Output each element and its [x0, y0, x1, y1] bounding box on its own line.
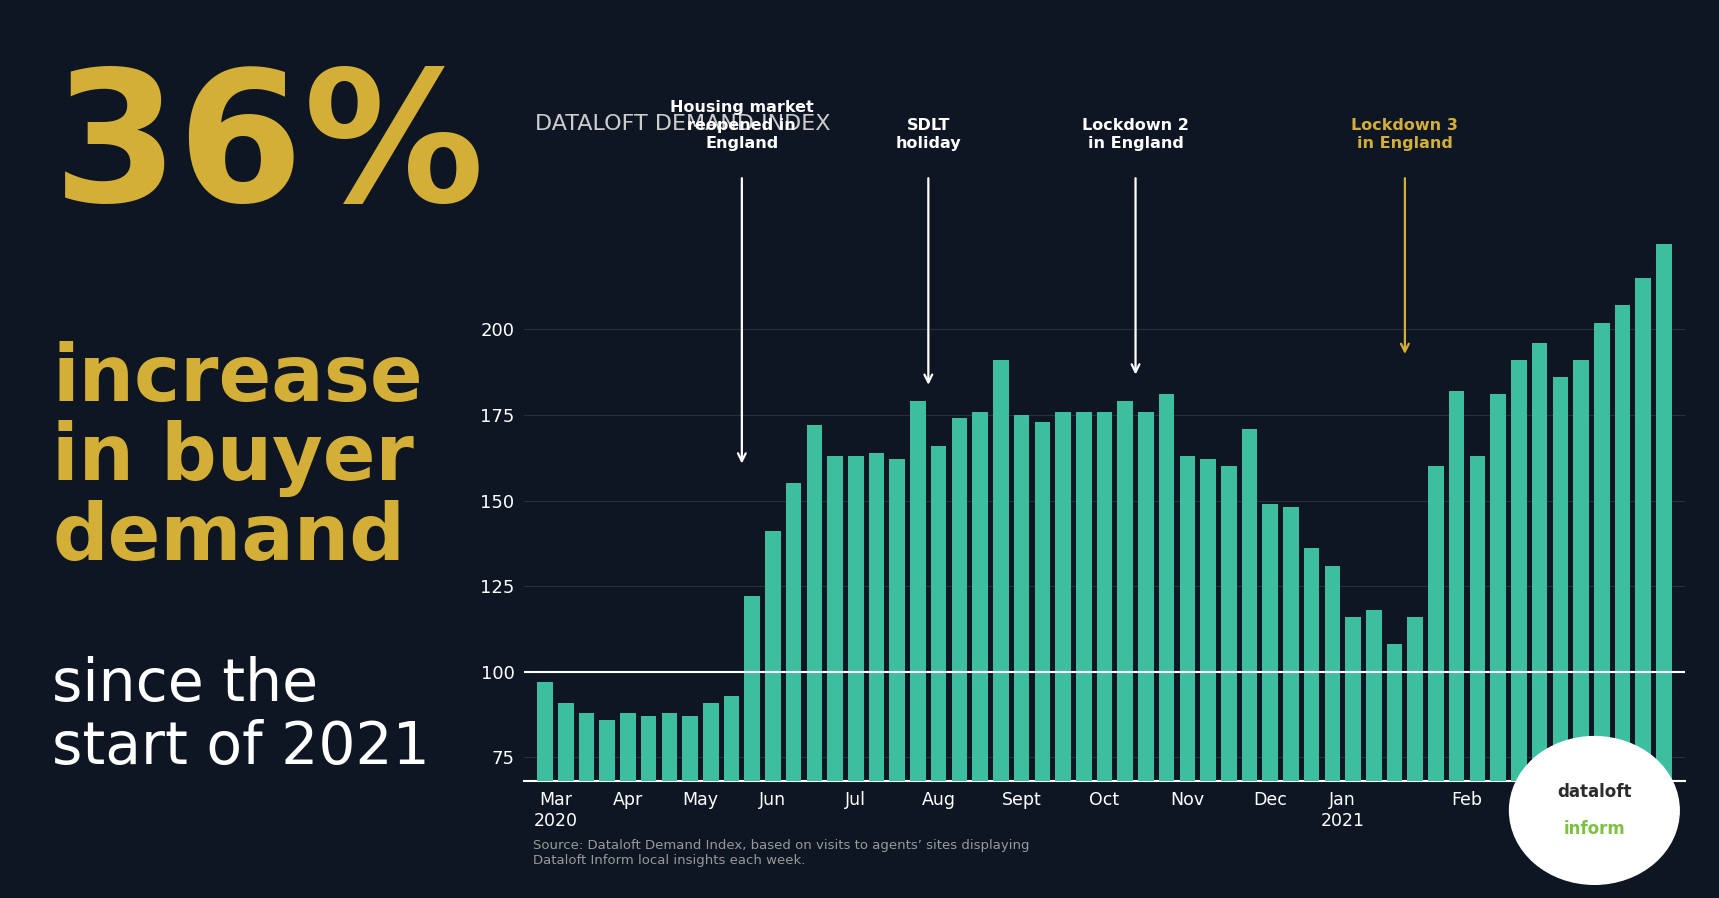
Bar — [973, 411, 988, 898]
Bar — [1594, 322, 1609, 898]
Bar — [1408, 617, 1423, 898]
Bar — [1573, 360, 1588, 898]
Bar — [1655, 244, 1671, 898]
Text: dataloft: dataloft — [1557, 782, 1631, 801]
Text: Lockdown 3
in England: Lockdown 3 in England — [1351, 119, 1458, 152]
Bar — [1552, 377, 1568, 898]
Bar — [1035, 422, 1050, 898]
Bar — [1346, 617, 1361, 898]
Bar — [1449, 391, 1465, 898]
Bar — [1387, 645, 1403, 898]
Bar — [1241, 428, 1257, 898]
Circle shape — [1509, 736, 1679, 885]
Bar — [1511, 360, 1526, 898]
Text: SDLT
holiday: SDLT holiday — [896, 119, 961, 152]
Bar — [703, 702, 719, 898]
Text: Source: Dataloft Demand Index, based on visits to agents’ sites displaying
Datal: Source: Dataloft Demand Index, based on … — [533, 839, 1030, 867]
Bar — [538, 682, 554, 898]
Bar — [1282, 507, 1300, 898]
Text: 36%: 36% — [53, 63, 485, 239]
Bar — [1367, 610, 1382, 898]
Bar — [1428, 466, 1444, 898]
Bar — [889, 460, 904, 898]
Bar — [579, 713, 595, 898]
Bar — [1014, 415, 1030, 898]
Bar — [932, 445, 947, 898]
Bar — [1325, 566, 1341, 898]
Bar — [1138, 411, 1153, 898]
Bar — [621, 713, 636, 898]
Bar — [1179, 456, 1195, 898]
Bar — [1076, 411, 1092, 898]
Bar — [724, 696, 739, 898]
Bar — [1117, 401, 1133, 898]
Bar — [1635, 278, 1650, 898]
Bar — [786, 483, 801, 898]
Bar — [600, 719, 615, 898]
Bar — [559, 702, 574, 898]
Bar — [1305, 549, 1320, 898]
Bar — [827, 456, 842, 898]
Text: Housing market
reopened in
England: Housing market reopened in England — [670, 101, 813, 152]
Bar — [1220, 466, 1236, 898]
Text: Lockdown 2
in England: Lockdown 2 in England — [1081, 119, 1190, 152]
Bar — [641, 717, 657, 898]
Bar — [994, 360, 1009, 898]
Bar — [765, 532, 780, 898]
Bar — [952, 418, 968, 898]
Bar — [1614, 305, 1630, 898]
Bar — [1097, 411, 1112, 898]
Text: DATALOFT DEMAND INDEX: DATALOFT DEMAND INDEX — [535, 114, 830, 134]
Bar — [1490, 394, 1506, 898]
Bar — [1470, 456, 1485, 898]
Bar — [662, 713, 677, 898]
Bar — [744, 596, 760, 898]
Bar — [868, 453, 884, 898]
Text: increase
in buyer
demand: increase in buyer demand — [53, 341, 423, 577]
Bar — [1159, 394, 1174, 898]
Bar — [847, 456, 863, 898]
Bar — [909, 401, 927, 898]
Text: since the
start of 2021: since the start of 2021 — [53, 656, 430, 776]
Bar — [682, 717, 698, 898]
Bar — [1200, 460, 1215, 898]
Text: inform: inform — [1564, 820, 1624, 839]
Bar — [1262, 504, 1277, 898]
Bar — [1532, 343, 1547, 898]
Bar — [1055, 411, 1071, 898]
Bar — [806, 426, 822, 898]
